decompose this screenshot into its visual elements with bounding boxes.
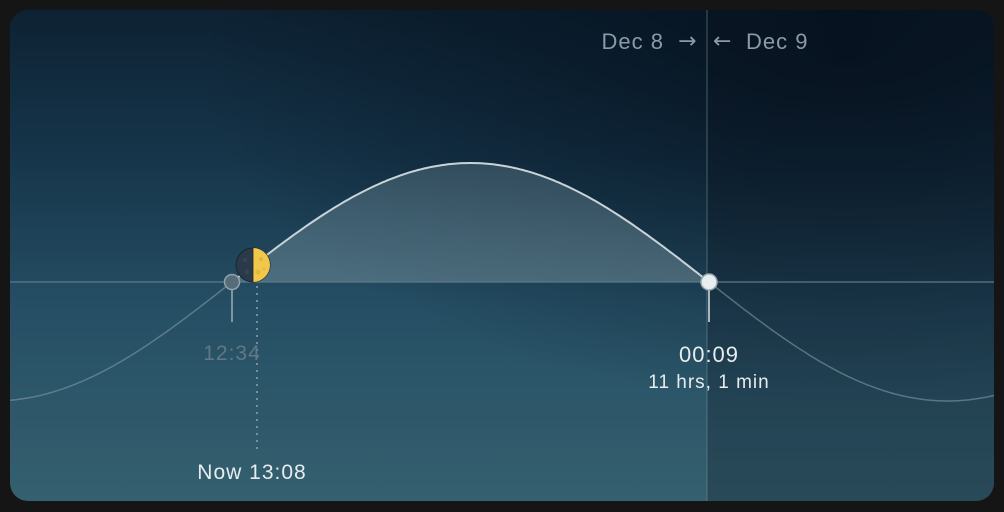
moonset-dot	[700, 273, 718, 291]
moon-path-below-horizon-right	[708, 281, 994, 402]
arrow-left-icon: ←	[713, 29, 733, 54]
moonrise-dot	[223, 273, 241, 291]
moon-phase-icon	[235, 247, 271, 283]
next-day-region	[707, 10, 994, 501]
moon-path-above-horizon	[231, 162, 710, 283]
moon-path-chart	[10, 10, 994, 501]
next-date-label: Dec 9	[746, 29, 809, 54]
above-horizon-area	[232, 163, 709, 282]
moon-path-below-horizon-left	[10, 281, 233, 402]
current-date-label: Dec 8	[601, 29, 664, 54]
arrow-right-icon: →	[678, 29, 698, 54]
moon-timeline-card: Dec 8 → ← Dec 9 12:34 00:09 11 hrs, 1 mi…	[10, 10, 994, 501]
